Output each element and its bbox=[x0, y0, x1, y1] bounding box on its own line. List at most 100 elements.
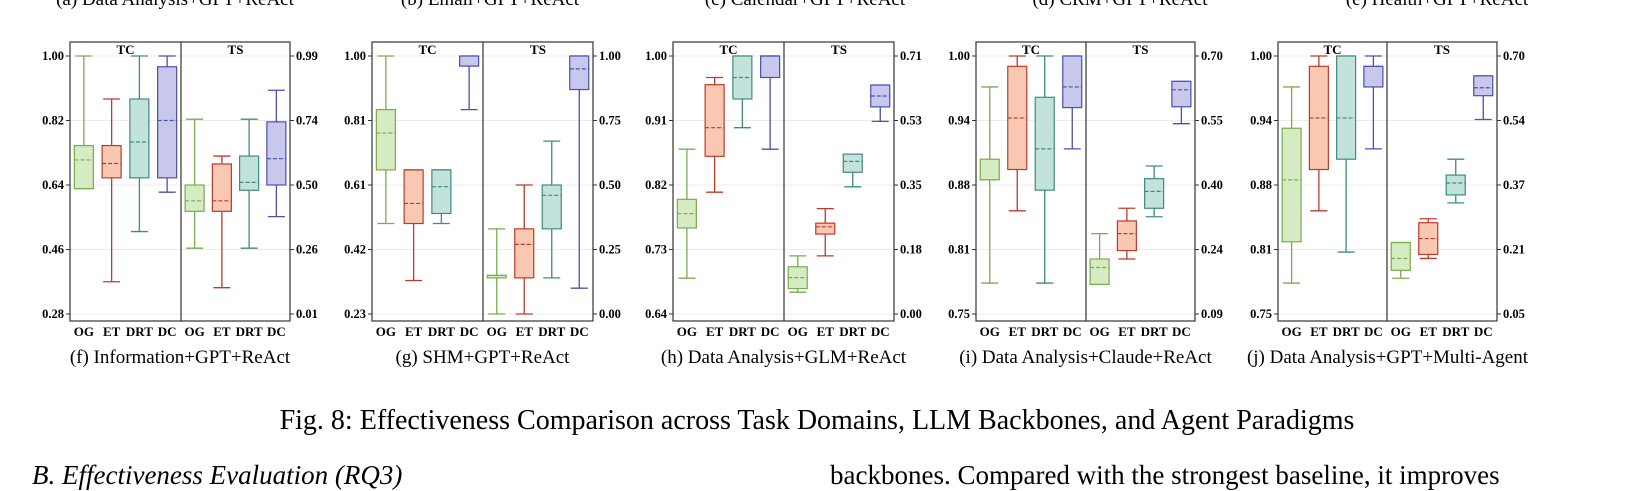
left-tick-label: 0.75 bbox=[948, 307, 970, 321]
right-tick-label: 0.70 bbox=[1503, 49, 1525, 63]
box-drt bbox=[239, 155, 260, 191]
panel-title-tc: TC bbox=[418, 42, 436, 57]
category-label: ET bbox=[1310, 324, 1328, 339]
left-tick-label: 0.28 bbox=[42, 307, 64, 321]
box-og bbox=[1281, 127, 1302, 243]
category-label: ET bbox=[213, 324, 231, 339]
panel-title-tc: TC bbox=[719, 42, 737, 57]
box-drt bbox=[129, 98, 150, 179]
box-dc bbox=[760, 55, 781, 79]
subplot-caption: (i) Data Analysis+Claude+ReAct bbox=[959, 347, 1212, 368]
box-dc bbox=[459, 55, 480, 67]
box-dc bbox=[569, 55, 590, 91]
chart-4: TC TS 1.00 0.94 0.88 0.81 0.75 0.70 0.55 0.40 0.24… bbox=[948, 41, 1224, 368]
category-label: DC bbox=[158, 324, 177, 339]
right-tick-label: 0.37 bbox=[1503, 178, 1525, 192]
charts: TC TS 1.00 0.82 0.64 0.46 0.28 0.99 0.74 0.50 0.26… bbox=[42, 41, 1529, 368]
left-tick-label: 0.81 bbox=[948, 243, 970, 257]
top-caption: (e) Health+GPT+ReAct bbox=[1346, 0, 1529, 10]
right-tick-label: 0.00 bbox=[599, 307, 621, 321]
category-label: ET bbox=[516, 324, 534, 339]
right-tick-label: 0.18 bbox=[900, 243, 922, 257]
right-tick-label: 0.09 bbox=[1201, 307, 1223, 321]
category-label: DRT bbox=[1333, 324, 1360, 339]
box-drt bbox=[1034, 96, 1055, 191]
right-tick-label: 0.26 bbox=[296, 243, 318, 257]
chart-2: TC TS 1.00 0.81 0.61 0.42 0.23 1.00 0.75 0.50 0.25… bbox=[344, 41, 621, 368]
panel-title-tc: TC bbox=[116, 42, 134, 57]
plot-frame bbox=[69, 41, 291, 322]
left-tick-label: 0.81 bbox=[344, 114, 366, 128]
chart-5: TC TS 1.00 0.94 0.88 0.81 0.75 0.70 0.54 0.37 0.21… bbox=[1247, 41, 1529, 368]
top-captions: (a) Data Analysis+GPT+ReAct (b) Email+GPT… bbox=[56, 0, 1529, 10]
box-drt bbox=[431, 169, 452, 215]
box-et bbox=[1116, 220, 1137, 252]
left-tick-label: 0.82 bbox=[645, 178, 667, 192]
chart-3: TC TS 1.00 0.91 0.82 0.73 0.64 0.71 0.53 0.35 0.18… bbox=[645, 41, 922, 368]
left-tick-label: 0.81 bbox=[1250, 243, 1272, 257]
left-tick-label: 0.82 bbox=[42, 114, 64, 128]
top-caption: (d) CRM+GPT+ReAct bbox=[1032, 0, 1208, 10]
category-label: ET bbox=[405, 324, 423, 339]
left-tick-label: 0.94 bbox=[948, 114, 971, 128]
left-tick-label: 1.00 bbox=[344, 49, 366, 63]
box-et bbox=[101, 144, 122, 179]
section-heading-text: B. Effectiveness Evaluation (RQ3) bbox=[32, 460, 403, 490]
box-og bbox=[375, 109, 396, 171]
right-tick-label: 0.40 bbox=[1201, 178, 1223, 192]
right-tick-label: 0.00 bbox=[900, 307, 922, 321]
category-label: OG bbox=[677, 324, 697, 339]
category-label: DRT bbox=[1442, 324, 1469, 339]
top-caption: (b) Email+GPT+ReAct bbox=[401, 0, 580, 10]
category-label: OG bbox=[487, 324, 507, 339]
left-tick-label: 1.00 bbox=[1250, 49, 1272, 63]
box-dc bbox=[1171, 80, 1192, 108]
category-label: OG bbox=[185, 324, 205, 339]
box-et bbox=[211, 163, 232, 212]
left-tick-label: 0.91 bbox=[645, 114, 667, 128]
right-tick-label: 0.01 bbox=[296, 307, 318, 321]
panel-title-ts: TS bbox=[1133, 42, 1149, 57]
left-tick-label: 1.00 bbox=[645, 49, 667, 63]
category-label: DC bbox=[871, 324, 890, 339]
section-heading: B. Effectiveness Evaluation (RQ3) bbox=[32, 460, 402, 491]
category-label: DC bbox=[267, 324, 286, 339]
category-label: OG bbox=[1090, 324, 1110, 339]
panel-title-ts: TS bbox=[1434, 42, 1450, 57]
category-label: DC bbox=[1364, 324, 1383, 339]
right-tick-label: 0.53 bbox=[900, 114, 922, 128]
category-label: DRT bbox=[1141, 324, 1168, 339]
subplot-caption: (g) SHM+GPT+ReAct bbox=[396, 347, 571, 368]
right-tick-label: 0.21 bbox=[1503, 243, 1525, 257]
box-et bbox=[815, 222, 836, 235]
left-tick-label: 0.88 bbox=[948, 178, 970, 192]
category-label: ET bbox=[1118, 324, 1136, 339]
panel-title-ts: TS bbox=[530, 42, 546, 57]
right-tick-label: 0.50 bbox=[599, 178, 621, 192]
category-label: ET bbox=[817, 324, 835, 339]
box-dc bbox=[1473, 75, 1494, 97]
category-label: OG bbox=[1282, 324, 1302, 339]
category-label: DC bbox=[1172, 324, 1191, 339]
right-tick-label: 0.54 bbox=[1503, 114, 1526, 128]
category-label: ET bbox=[706, 324, 724, 339]
left-tick-label: 0.64 bbox=[645, 307, 668, 321]
category-label: DC bbox=[761, 324, 780, 339]
box-dc bbox=[1363, 65, 1384, 88]
panel-title-tc: TC bbox=[1323, 42, 1341, 57]
category-label: ET bbox=[1420, 324, 1438, 339]
box-og bbox=[184, 184, 205, 212]
box-og bbox=[1390, 241, 1411, 271]
category-label: DRT bbox=[538, 324, 565, 339]
box-og bbox=[1089, 258, 1110, 285]
left-tick-label: 0.64 bbox=[42, 178, 65, 192]
right-tick-label: 0.55 bbox=[1201, 114, 1223, 128]
box-drt bbox=[842, 153, 863, 173]
category-label: OG bbox=[980, 324, 1000, 339]
category-label: OG bbox=[376, 324, 396, 339]
box-dc bbox=[1062, 55, 1083, 109]
category-label: DC bbox=[460, 324, 479, 339]
left-tick-label: 0.42 bbox=[344, 243, 366, 257]
right-tick-label: 0.25 bbox=[599, 243, 621, 257]
right-tick-label: 0.70 bbox=[1201, 49, 1223, 63]
